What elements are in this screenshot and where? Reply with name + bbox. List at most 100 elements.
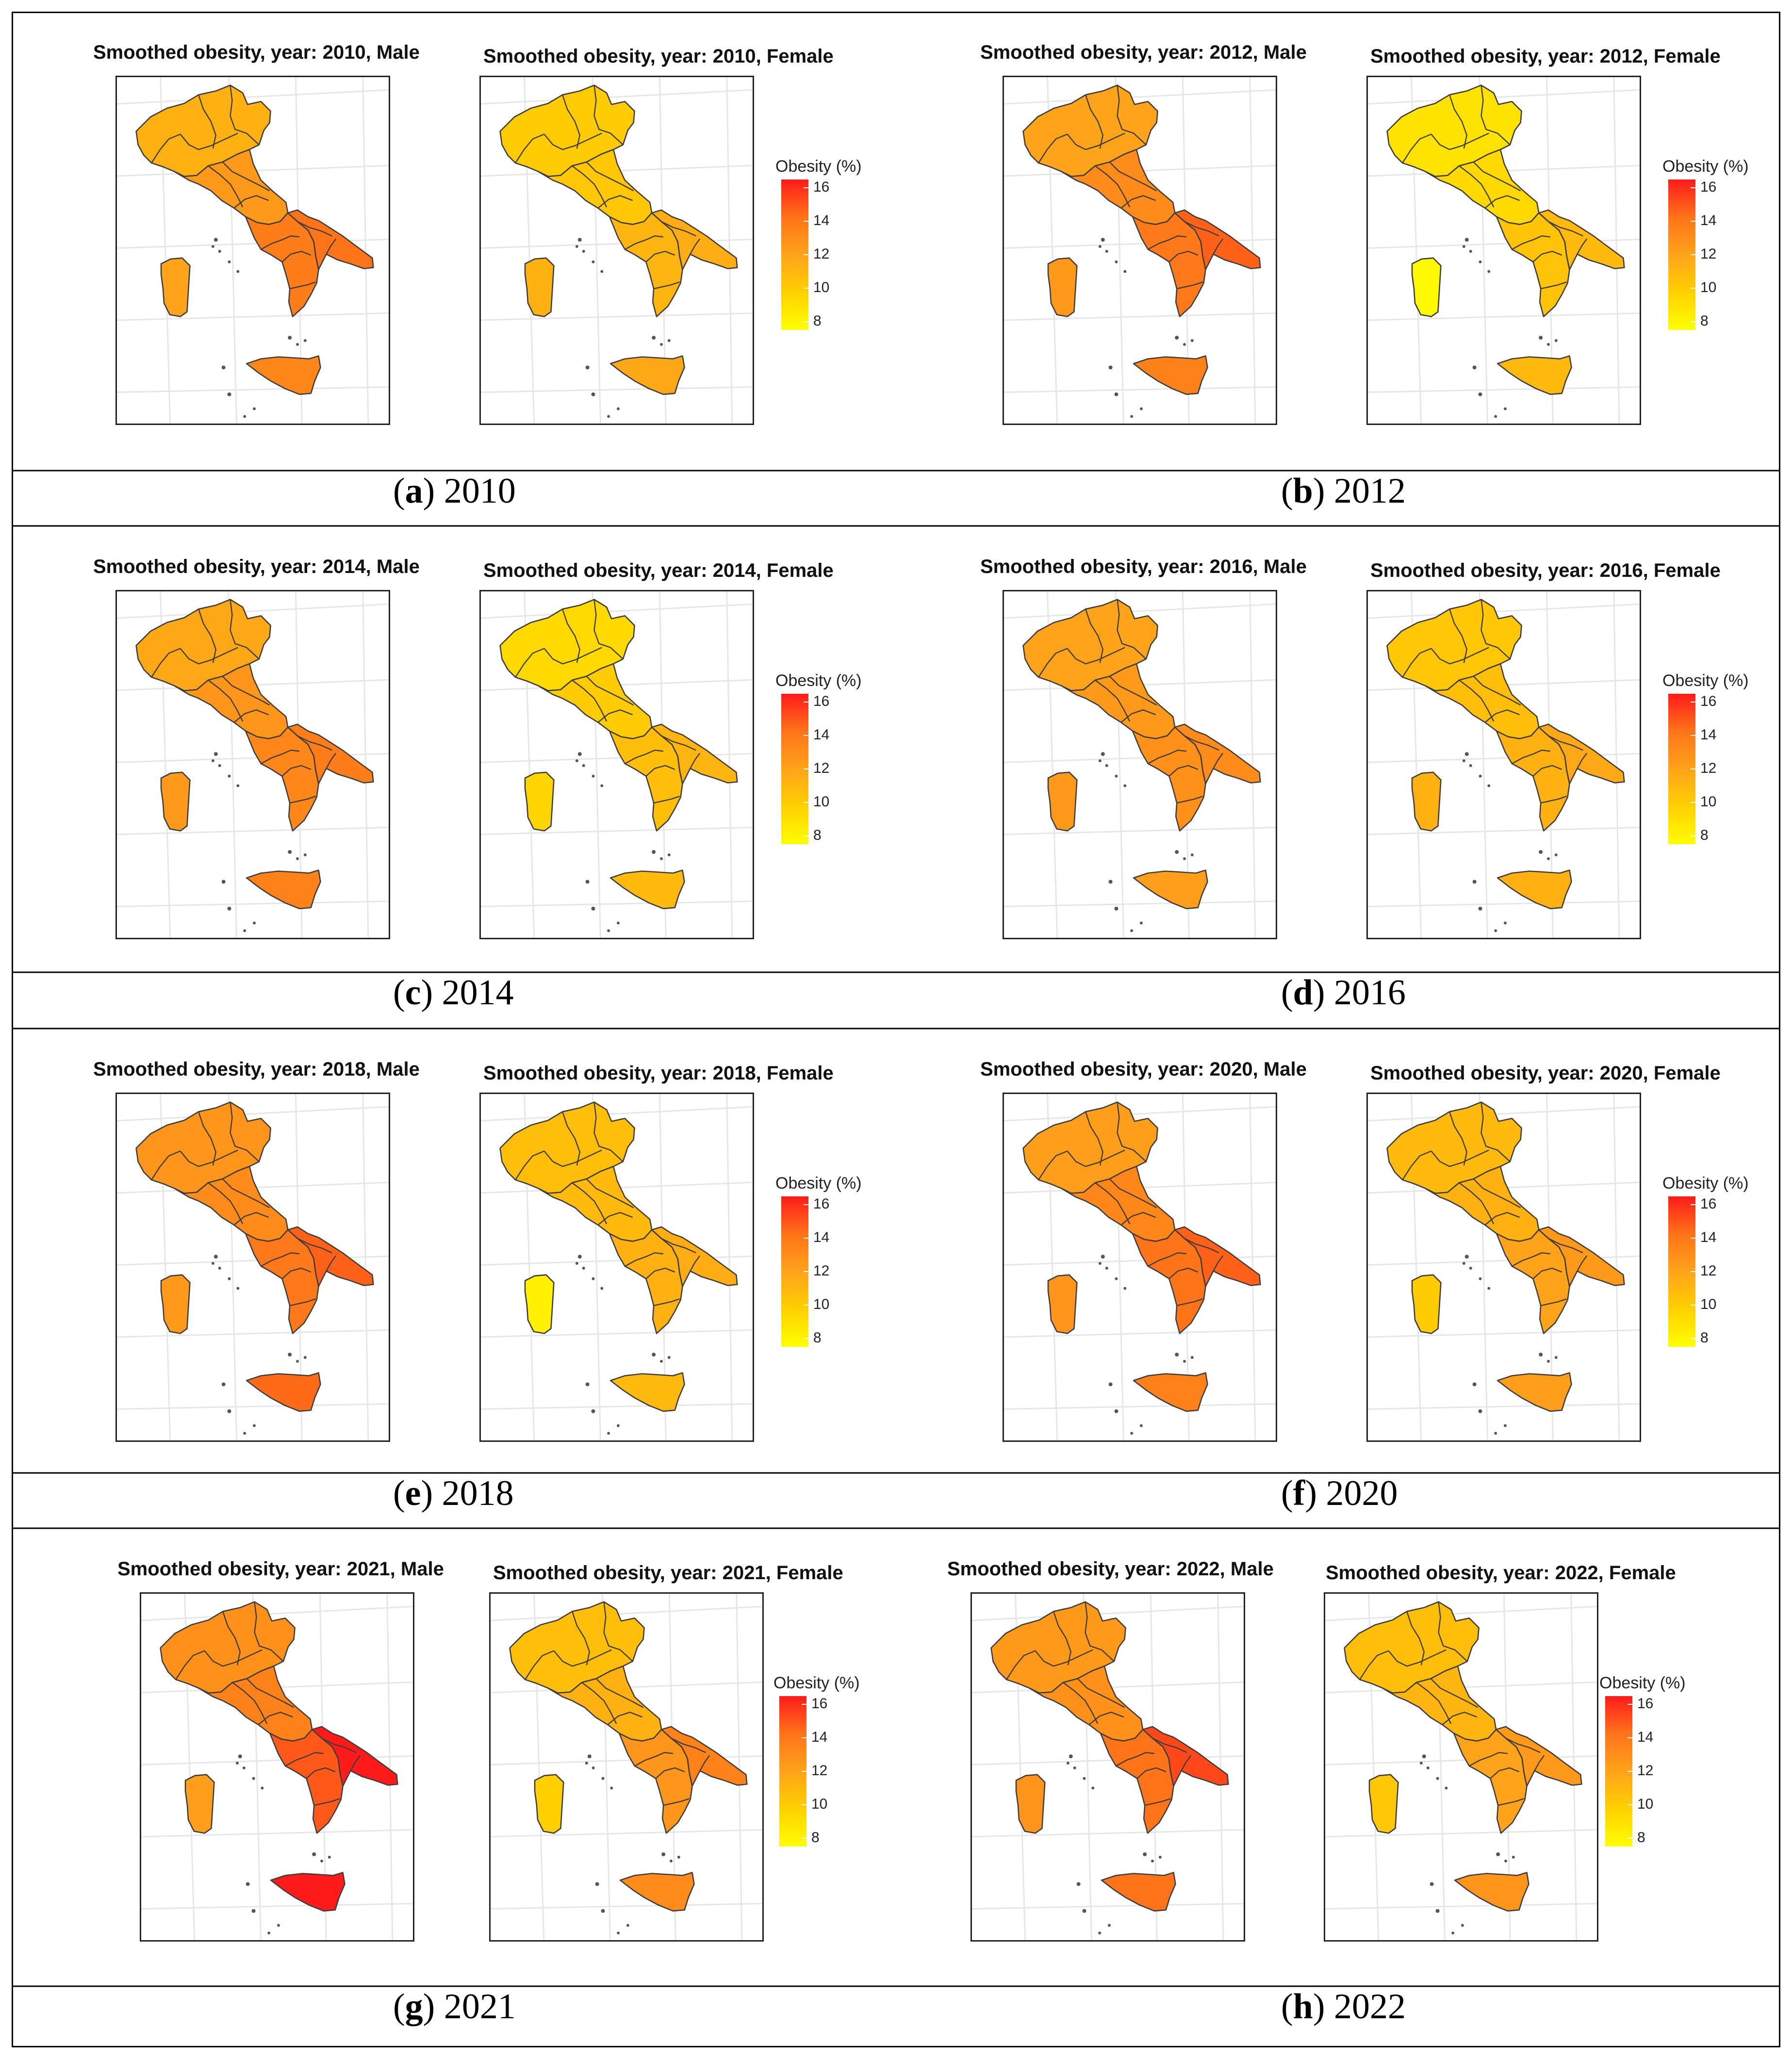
regional-border xyxy=(645,250,675,262)
graticule-line xyxy=(1368,900,1640,907)
minor-island xyxy=(1158,1856,1162,1859)
region-north xyxy=(160,1601,296,1694)
legend-tick-label: 12 xyxy=(813,246,830,262)
region-north xyxy=(135,84,271,177)
minor-island xyxy=(1190,1356,1194,1359)
minor-island xyxy=(1183,857,1186,860)
graticule-line xyxy=(117,1329,389,1338)
legend-title: Obesity (%) xyxy=(1662,1174,1749,1193)
graticule-line xyxy=(362,77,369,424)
regional-border xyxy=(313,1798,340,1806)
regional-border xyxy=(151,648,181,678)
region-center xyxy=(538,148,653,225)
region-sardinia xyxy=(160,771,191,832)
graticule-line xyxy=(726,1094,733,1440)
minor-island xyxy=(1472,880,1477,884)
regional-border xyxy=(1449,95,1468,149)
map-title: Smoothed obesity, year: 2014, Male xyxy=(93,556,420,577)
region-south xyxy=(1496,726,1570,832)
minor-island xyxy=(236,270,240,273)
minor-island xyxy=(1504,407,1507,410)
regional-border xyxy=(230,599,260,660)
regional-border xyxy=(1416,1682,1452,1724)
graticule-line xyxy=(117,89,389,105)
region-south xyxy=(1496,212,1570,317)
graticule-line xyxy=(117,1106,389,1122)
regional-border xyxy=(1109,676,1157,706)
panel-caption-b: (b) 2012 xyxy=(1281,471,1406,512)
regional-border xyxy=(1067,647,1125,665)
region-sardinia xyxy=(1411,1274,1442,1334)
graticule-line xyxy=(117,386,389,393)
regional-border xyxy=(572,165,608,208)
regional-border xyxy=(1540,796,1567,804)
graticule-line xyxy=(1325,1829,1597,1838)
minor-island xyxy=(591,1409,595,1413)
legend-tick-mark xyxy=(802,1837,806,1839)
graticule-line xyxy=(1368,752,1640,763)
regional-border xyxy=(597,709,633,723)
regional-border xyxy=(1406,1611,1425,1666)
legend-tick-mark xyxy=(802,1737,806,1739)
regional-border xyxy=(607,1712,643,1725)
regional-border xyxy=(1473,1178,1521,1209)
graticule-line xyxy=(1004,238,1276,249)
minor-island xyxy=(1076,1882,1081,1886)
graticule-line xyxy=(481,900,753,907)
legend-tick-label: 16 xyxy=(1700,1196,1717,1212)
regional-border xyxy=(297,735,332,751)
regional-border xyxy=(572,679,608,722)
minor-island xyxy=(582,764,585,767)
minor-island xyxy=(1422,1754,1426,1759)
regional-border xyxy=(653,281,680,290)
minor-island xyxy=(1472,365,1477,370)
minor-island xyxy=(1069,1754,1073,1759)
legend-tick-label: 14 xyxy=(813,1229,830,1246)
italy-choropleth-svg xyxy=(481,1094,753,1440)
minor-island xyxy=(1547,857,1550,860)
region-sardinia xyxy=(1015,1774,1046,1834)
caption-paren: ( xyxy=(393,973,405,1013)
graticule-line xyxy=(117,752,389,763)
regional-border xyxy=(1430,1678,1479,1708)
legend-title: Obesity (%) xyxy=(775,157,862,176)
regional-border xyxy=(1459,165,1495,208)
regional-border xyxy=(1148,1252,1187,1267)
italy-choropleth-svg xyxy=(481,77,753,424)
panel-caption-f: (f) 2020 xyxy=(1281,1473,1397,1514)
caption-year: 2016 xyxy=(1333,973,1406,1013)
minor-island xyxy=(214,1255,218,1259)
regional-border xyxy=(1053,1611,1072,1666)
caption-paren: ) xyxy=(423,471,444,511)
minor-island xyxy=(1435,1909,1440,1913)
legend-title: Obesity (%) xyxy=(1599,1674,1686,1692)
legend-tick-label: 16 xyxy=(811,1696,828,1712)
graticule-line xyxy=(141,1903,413,1910)
minor-island xyxy=(595,1882,599,1886)
legend-tick-mark xyxy=(804,702,808,703)
regional-border xyxy=(1459,1182,1495,1225)
regional-border xyxy=(289,796,316,804)
regional-border xyxy=(180,1149,238,1167)
male-map-panel xyxy=(970,1592,1245,1942)
regional-border xyxy=(204,1649,263,1667)
minor-island xyxy=(1105,250,1108,253)
minor-island xyxy=(243,929,247,932)
graticule-line xyxy=(972,1605,1244,1621)
caption-paren: ( xyxy=(393,1987,405,2026)
region-sicily xyxy=(609,355,685,395)
regional-border xyxy=(1449,609,1468,663)
region-sicily xyxy=(1496,869,1572,910)
legend-tick-mark xyxy=(1691,1338,1695,1339)
minor-island xyxy=(1190,853,1194,856)
minor-island xyxy=(1451,1931,1455,1935)
region-north xyxy=(1344,1601,1480,1694)
region-north xyxy=(1386,599,1522,691)
graticule-line xyxy=(141,1755,413,1765)
figure-cell-d: Smoothed obesity, year: 2016, Male Smooth… xyxy=(899,526,1772,963)
minor-island xyxy=(1462,759,1465,763)
minor-island xyxy=(592,1277,595,1280)
graticule-line xyxy=(1004,89,1276,105)
minor-island xyxy=(592,774,595,778)
map-title: Smoothed obesity, year: 2012, Male xyxy=(980,42,1307,63)
